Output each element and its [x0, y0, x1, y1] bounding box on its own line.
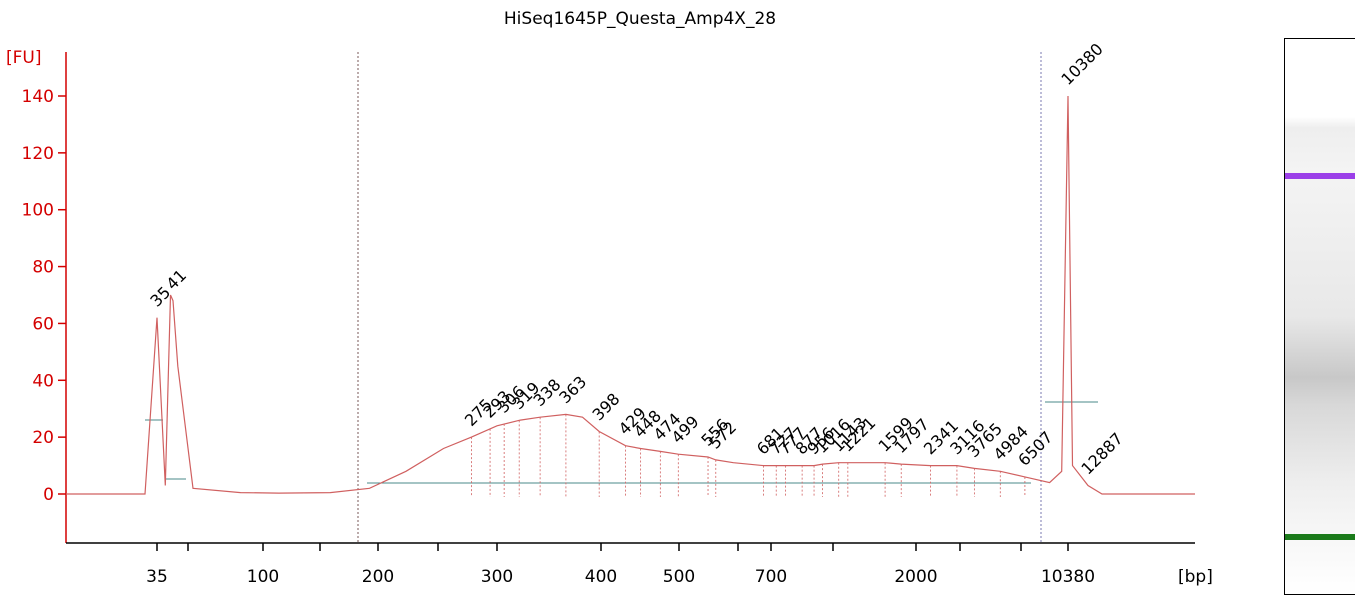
lower-marker-band: [1285, 534, 1355, 540]
x-tick-label: 700: [755, 567, 787, 587]
peak-label: 10380: [1057, 39, 1106, 88]
y-tick-label: 40: [32, 371, 54, 391]
x-ticks: 35 100 200 300 400 500 700 2000 10380: [146, 543, 1095, 587]
x-tick-label: 300: [481, 567, 513, 587]
x-tick-label: 500: [663, 567, 695, 587]
peak-markers: [471, 414, 1026, 497]
y-tick-label: 140: [22, 87, 54, 107]
x-tick-label: 2000: [894, 567, 937, 587]
signal-trace: [66, 95, 1195, 495]
gel-lane: [1284, 38, 1355, 595]
x-tick-label: 100: [247, 567, 279, 587]
peak-label: 398: [589, 389, 624, 424]
x-axis-label: [bp]: [1178, 567, 1213, 587]
x-tick-label: 10380: [1041, 567, 1095, 587]
y-axis-label: [FU]: [6, 48, 42, 68]
peak-label: 363: [555, 372, 590, 407]
upper-marker-band: [1285, 173, 1355, 179]
y-tick-label: 0: [43, 485, 54, 505]
peak-label: 12887: [1077, 429, 1126, 478]
y-tick-label: 80: [32, 258, 54, 278]
y-tick-label: 60: [32, 314, 54, 334]
y-tick-label: 100: [22, 201, 54, 221]
y-tick-label: 120: [22, 144, 54, 164]
x-tick-label: 35: [146, 567, 168, 587]
y-ticks: 0 20 40 60 80 100 120 140: [22, 87, 66, 505]
x-tick-label: 400: [585, 567, 617, 587]
y-tick-label: 20: [32, 428, 54, 448]
x-tick-label: 200: [362, 567, 394, 587]
peak-labels: 3541275293306319338363398429448474499556…: [146, 39, 1126, 478]
chart-title: HiSeq1645P_Questa_Amp4X_28: [504, 9, 776, 29]
